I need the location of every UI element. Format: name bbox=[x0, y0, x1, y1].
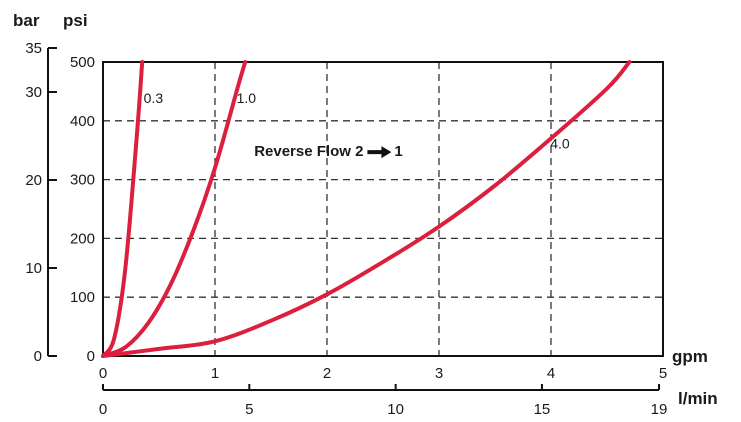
curves bbox=[101, 60, 632, 358]
gpm-tick-label: 3 bbox=[435, 365, 443, 382]
grid bbox=[103, 62, 663, 356]
psi-tick-label: 0 bbox=[87, 348, 95, 365]
psi-tick-label: 400 bbox=[70, 113, 95, 130]
curve-label-1-0: 1.0 bbox=[237, 90, 257, 106]
bar-tick-label: 0 bbox=[34, 348, 42, 365]
axes: 0 100 200 300 400 500 0 1 2 3 4 5 0 10 20 30 35 0 5 10 15 19 bbox=[25, 40, 667, 418]
labels: 0.3 1.0 4.0 Reverse Flow 2 1 bbox=[144, 90, 570, 160]
psi-tick-label: 300 bbox=[70, 172, 95, 189]
lmin-tick-label: 10 bbox=[387, 401, 404, 418]
lmin-tick-label: 0 bbox=[99, 401, 107, 418]
curve-1-0 bbox=[101, 60, 248, 358]
gpm-tick-label: 4 bbox=[547, 365, 555, 382]
bar-tick-label: 30 bbox=[25, 84, 42, 101]
curve-0-3 bbox=[101, 60, 145, 358]
curve-label-0-3: 0.3 bbox=[144, 90, 164, 106]
plot-frame bbox=[102, 61, 664, 357]
lmin-unit-label: l/min bbox=[678, 389, 718, 408]
gpm-tick-label: 5 bbox=[659, 365, 667, 382]
bar-tick-label: 20 bbox=[25, 172, 42, 189]
curve-label-4-0: 4.0 bbox=[550, 135, 570, 151]
psi-tick-label: 500 bbox=[70, 54, 95, 71]
bar-unit-label: bar bbox=[13, 11, 40, 30]
gpm-tick-label: 1 bbox=[211, 365, 219, 382]
lmin-tick-label: 19 bbox=[651, 401, 668, 418]
lmin-tick-label: 5 bbox=[245, 401, 253, 418]
gpm-tick-label: 2 bbox=[323, 365, 331, 382]
right-arrow-icon bbox=[367, 146, 392, 159]
psi-tick-label: 100 bbox=[70, 289, 95, 306]
psi-unit-label: psi bbox=[63, 11, 88, 30]
bar-tick-label: 35 bbox=[25, 40, 42, 57]
reverse-flow-target: 1 bbox=[394, 143, 402, 160]
gpm-unit-label: gpm bbox=[672, 347, 708, 366]
reverse-flow-label: Reverse Flow 2 bbox=[254, 143, 363, 160]
gpm-tick-label: 0 bbox=[99, 365, 107, 382]
curve-4-0 bbox=[101, 60, 632, 358]
lmin-tick-label: 15 bbox=[534, 401, 551, 418]
psi-tick-label: 200 bbox=[70, 230, 95, 247]
bar-tick-label: 10 bbox=[25, 260, 42, 277]
